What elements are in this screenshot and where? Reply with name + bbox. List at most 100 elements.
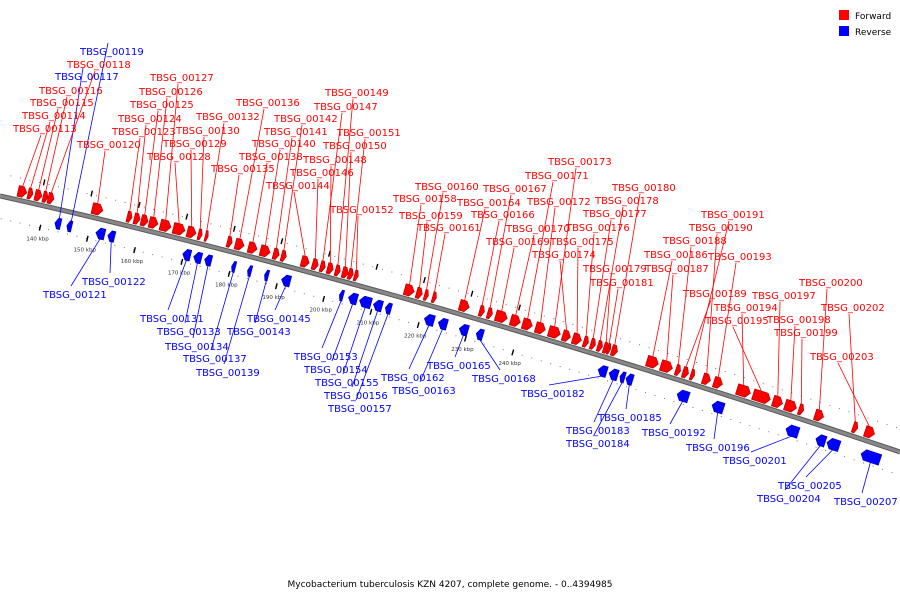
gene-label-TBSG_00140[interactable]: TBSG_00140 bbox=[251, 139, 316, 150]
gene-label-TBSG_00160[interactable]: TBSG_00160 bbox=[414, 182, 479, 193]
gene-label-TBSG_00197[interactable]: TBSG_00197 bbox=[751, 291, 816, 302]
gene-label-TBSG_00174[interactable]: TBSG_00174 bbox=[531, 250, 596, 261]
gene-label-TBSG_00182[interactable]: TBSG_00182 bbox=[520, 389, 585, 400]
gene-label-TBSG_00145[interactable]: TBSG_00145 bbox=[246, 314, 311, 325]
gene-TBSG_00175[interactable] bbox=[570, 332, 583, 346]
gene-TBSG_00122[interactable] bbox=[107, 230, 117, 243]
gene-TBSG_00207[interactable] bbox=[859, 448, 883, 466]
gene-label-TBSG_00142[interactable]: TBSG_00142 bbox=[273, 114, 338, 125]
gene-label-TBSG_00152[interactable]: TBSG_00152 bbox=[329, 205, 394, 216]
gene-label-TBSG_00171[interactable]: TBSG_00171 bbox=[524, 171, 589, 182]
gene-TBSG_00168[interactable] bbox=[475, 328, 485, 342]
gene-label-TBSG_00127[interactable]: TBSG_00127 bbox=[149, 73, 214, 84]
gene-TBSG_00146[interactable] bbox=[310, 258, 320, 271]
gene-label-TBSG_00176[interactable]: TBSG_00176 bbox=[565, 223, 630, 234]
gene-TBSG_00130[interactable] bbox=[196, 228, 204, 241]
gene-TBSG_00193[interactable] bbox=[711, 375, 724, 389]
gene-TBSG_00159[interactable] bbox=[414, 286, 424, 299]
gene-TBSG_00139[interactable] bbox=[246, 265, 254, 278]
gene-label-TBSG_00147[interactable]: TBSG_00147 bbox=[313, 102, 378, 113]
gene-label-TBSG_00178[interactable]: TBSG_00178 bbox=[594, 196, 659, 207]
gene-TBSG_00172[interactable] bbox=[533, 321, 547, 335]
gene-label-TBSG_00191[interactable]: TBSG_00191 bbox=[700, 210, 765, 221]
gene-TBSG_00119[interactable] bbox=[66, 220, 74, 233]
gene-label-TBSG_00204[interactable]: TBSG_00204 bbox=[756, 494, 821, 505]
gene-TBSG_00129[interactable] bbox=[185, 225, 197, 239]
gene-TBSG_00132[interactable] bbox=[203, 230, 210, 242]
gene-label-TBSG_00125[interactable]: TBSG_00125 bbox=[129, 100, 194, 111]
gene-TBSG_00116[interactable] bbox=[41, 190, 49, 203]
gene-label-TBSG_00150[interactable]: TBSG_00150 bbox=[322, 141, 387, 152]
gene-label-TBSG_00202[interactable]: TBSG_00202 bbox=[820, 303, 885, 314]
gene-TBSG_00127[interactable] bbox=[158, 218, 172, 232]
gene-TBSG_00124[interactable] bbox=[132, 212, 141, 225]
gene-label-TBSG_00207[interactable]: TBSG_00207 bbox=[833, 497, 898, 508]
gene-TBSG_00174[interactable] bbox=[560, 329, 572, 343]
gene-label-TBSG_00172[interactable]: TBSG_00172 bbox=[526, 197, 591, 208]
gene-label-TBSG_00192[interactable]: TBSG_00192 bbox=[641, 428, 706, 439]
gene-TBSG_00118[interactable] bbox=[46, 191, 55, 205]
gene-label-TBSG_00136[interactable]: TBSG_00136 bbox=[235, 98, 300, 109]
gene-TBSG_00203[interactable] bbox=[862, 425, 876, 440]
gene-label-TBSG_00198[interactable]: TBSG_00198 bbox=[766, 315, 831, 326]
gene-label-TBSG_00161[interactable]: TBSG_00161 bbox=[416, 223, 481, 234]
gene-label-TBSG_00162[interactable]: TBSG_00162 bbox=[380, 373, 445, 384]
gene-TBSG_00197[interactable] bbox=[770, 394, 784, 409]
gene-label-TBSG_00196[interactable]: TBSG_00196 bbox=[685, 443, 750, 454]
gene-label-TBSG_00180[interactable]: TBSG_00180 bbox=[611, 183, 676, 194]
gene-TBSG_00177[interactable] bbox=[588, 337, 597, 350]
gene-label-TBSG_00166[interactable]: TBSG_00166 bbox=[470, 210, 535, 221]
gene-label-TBSG_00143[interactable]: TBSG_00143 bbox=[226, 327, 291, 338]
gene-TBSG_00117[interactable] bbox=[54, 217, 63, 230]
gene-TBSG_00114[interactable] bbox=[26, 187, 34, 200]
gene-label-TBSG_00185[interactable]: TBSG_00185 bbox=[597, 413, 662, 424]
gene-TBSG_00134[interactable] bbox=[203, 254, 214, 267]
gene-TBSG_00163[interactable] bbox=[437, 317, 449, 331]
gene-label-TBSG_00189[interactable]: TBSG_00189 bbox=[682, 289, 747, 300]
gene-label-TBSG_00120[interactable]: TBSG_00120 bbox=[76, 140, 141, 151]
gene-TBSG_00201[interactable] bbox=[784, 424, 801, 439]
gene-label-TBSG_00138[interactable]: TBSG_00138 bbox=[238, 152, 303, 163]
gene-label-TBSG_00164[interactable]: TBSG_00164 bbox=[456, 198, 521, 209]
gene-TBSG_00166[interactable] bbox=[477, 304, 486, 317]
gene-TBSG_00195[interactable] bbox=[751, 388, 773, 405]
gene-label-TBSG_00135[interactable]: TBSG_00135 bbox=[210, 164, 275, 175]
gene-TBSG_00144[interactable] bbox=[299, 255, 311, 269]
gene-label-TBSG_00155[interactable]: TBSG_00155 bbox=[314, 378, 379, 389]
gene-label-TBSG_00141[interactable]: TBSG_00141 bbox=[263, 127, 328, 138]
gene-TBSG_00120[interactable] bbox=[90, 202, 104, 216]
gene-label-TBSG_00156[interactable]: TBSG_00156 bbox=[323, 391, 388, 402]
gene-label-TBSG_00121[interactable]: TBSG_00121 bbox=[42, 290, 107, 301]
gene-TBSG_00113[interactable] bbox=[16, 185, 28, 198]
gene-TBSG_00154[interactable] bbox=[347, 292, 359, 306]
gene-label-TBSG_00177[interactable]: TBSG_00177 bbox=[582, 209, 647, 220]
gene-TBSG_00151[interactable] bbox=[346, 267, 355, 280]
gene-label-TBSG_00199[interactable]: TBSG_00199 bbox=[773, 328, 838, 339]
gene-label-TBSG_00153[interactable]: TBSG_00153 bbox=[293, 352, 358, 363]
gene-TBSG_00128[interactable] bbox=[171, 222, 186, 236]
gene-TBSG_00180[interactable] bbox=[609, 344, 619, 357]
gene-label-TBSG_00186[interactable]: TBSG_00186 bbox=[643, 250, 708, 261]
gene-label-TBSG_00175[interactable]: TBSG_00175 bbox=[549, 237, 614, 248]
gene-TBSG_00202[interactable] bbox=[850, 421, 859, 434]
gene-label-TBSG_00133[interactable]: TBSG_00133 bbox=[156, 327, 221, 338]
gene-label-TBSG_00118[interactable]: TBSG_00118 bbox=[66, 60, 131, 71]
gene-label-TBSG_00114[interactable]: TBSG_00114 bbox=[21, 111, 86, 122]
gene-label-TBSG_00122[interactable]: TBSG_00122 bbox=[81, 277, 146, 288]
gene-TBSG_00196[interactable] bbox=[710, 400, 726, 415]
gene-TBSG_00182[interactable] bbox=[597, 364, 609, 378]
gene-TBSG_00186[interactable] bbox=[644, 354, 660, 369]
gene-label-TBSG_00137[interactable]: TBSG_00137 bbox=[182, 354, 247, 365]
gene-label-TBSG_00158[interactable]: TBSG_00158 bbox=[392, 194, 457, 205]
gene-label-TBSG_00168[interactable]: TBSG_00168 bbox=[471, 374, 536, 385]
gene-label-TBSG_00173[interactable]: TBSG_00173 bbox=[547, 157, 612, 168]
gene-TBSG_00137[interactable] bbox=[230, 261, 238, 273]
gene-TBSG_00167[interactable] bbox=[485, 307, 494, 320]
gene-label-TBSG_00170[interactable]: TBSG_00170 bbox=[505, 224, 570, 235]
gene-label-TBSG_00193[interactable]: TBSG_00193 bbox=[707, 252, 772, 263]
gene-TBSG_00194[interactable] bbox=[735, 383, 752, 399]
gene-TBSG_00164[interactable] bbox=[457, 299, 471, 312]
gene-TBSG_00121[interactable] bbox=[95, 227, 107, 241]
gene-TBSG_00135[interactable] bbox=[225, 235, 234, 248]
gene-TBSG_00189[interactable] bbox=[680, 366, 690, 379]
